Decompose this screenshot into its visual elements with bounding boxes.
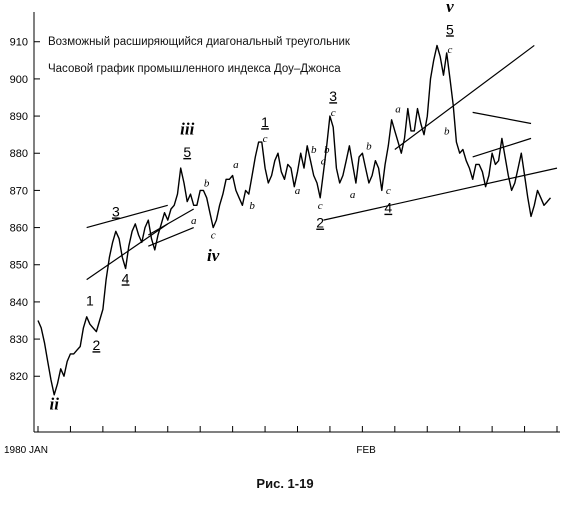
y-tick-label: 900 bbox=[10, 74, 28, 86]
wave-label: b bbox=[324, 144, 330, 156]
wave-label: b bbox=[444, 126, 450, 138]
y-tick-label: 850 bbox=[10, 260, 28, 272]
wave-label: 1 bbox=[261, 114, 269, 130]
wave-label: 2 bbox=[92, 337, 100, 353]
y-tick-label: 860 bbox=[10, 223, 28, 235]
wave-label: 4 bbox=[384, 200, 392, 216]
y-tick-label: 870 bbox=[10, 185, 28, 197]
trendlines bbox=[86, 44, 558, 281]
trendline bbox=[323, 167, 558, 221]
x-tick-label: 1980 JAN bbox=[4, 445, 48, 456]
wave-label: b bbox=[249, 200, 255, 212]
wave-label: iv bbox=[207, 246, 220, 265]
wave-label: a bbox=[350, 189, 356, 201]
wave-label: a bbox=[191, 215, 197, 227]
wave-label: ii bbox=[49, 395, 59, 414]
y-ticks: 820 830 840 850 860 870 880 890 900 910 bbox=[10, 37, 40, 383]
wave-label: 5 bbox=[183, 144, 191, 160]
y-tick-label: 830 bbox=[10, 334, 28, 346]
y-tick-label: 880 bbox=[10, 148, 28, 160]
wave-label: a bbox=[395, 103, 401, 115]
wave-label: b bbox=[204, 178, 210, 190]
wave-label: 1 bbox=[86, 293, 94, 309]
wave-label: c bbox=[448, 44, 453, 56]
wave-label: 3 bbox=[329, 88, 337, 104]
trendline bbox=[148, 227, 194, 247]
trendline bbox=[472, 137, 532, 158]
y-tick-label: 910 bbox=[10, 37, 28, 49]
trendline bbox=[147, 208, 194, 236]
y-tick-label: 820 bbox=[10, 371, 28, 383]
x-tick-label: FEB bbox=[356, 445, 376, 456]
wave-label: a bbox=[233, 159, 239, 171]
wave-label: b bbox=[366, 141, 372, 153]
wave-label: a bbox=[321, 155, 327, 167]
trendline bbox=[86, 223, 169, 281]
wave-label: c bbox=[263, 133, 268, 145]
y-tick-label: 840 bbox=[10, 297, 28, 309]
wave-label: c bbox=[331, 107, 336, 119]
wave-label: c bbox=[318, 200, 323, 212]
wave-label: iii bbox=[180, 120, 194, 139]
price-line bbox=[37, 44, 552, 396]
wave-label: a bbox=[295, 185, 301, 197]
wave-label: 5 bbox=[446, 21, 454, 37]
trendline bbox=[472, 111, 532, 125]
trendline bbox=[394, 44, 535, 151]
chart-subtitle: Часовой график промышленного индекса Доу… bbox=[48, 63, 341, 75]
axes: 820 830 840 850 860 870 880 890 900 910 bbox=[10, 12, 560, 433]
chart-title: Возможный расширяющийся диагональный тре… bbox=[48, 36, 351, 48]
wave-label: c bbox=[386, 185, 391, 197]
wave-label: 3 bbox=[112, 203, 120, 219]
trendline bbox=[86, 204, 168, 229]
y-tick-label: 890 bbox=[10, 111, 28, 123]
wave-label: c bbox=[211, 230, 216, 242]
wave-label: b bbox=[311, 144, 317, 156]
x-ticks bbox=[37, 426, 558, 432]
wave-label: 2 bbox=[316, 215, 324, 231]
figure-caption: Рис. 1-19 bbox=[256, 476, 314, 491]
chart: 820 830 840 850 860 870 880 890 900 910 Возможный… bbox=[4, 0, 560, 456]
wave-label: v bbox=[446, 0, 454, 16]
x-tick-labels: 1980 JAN FEB bbox=[4, 445, 376, 456]
wave-label: 4 bbox=[122, 270, 130, 286]
